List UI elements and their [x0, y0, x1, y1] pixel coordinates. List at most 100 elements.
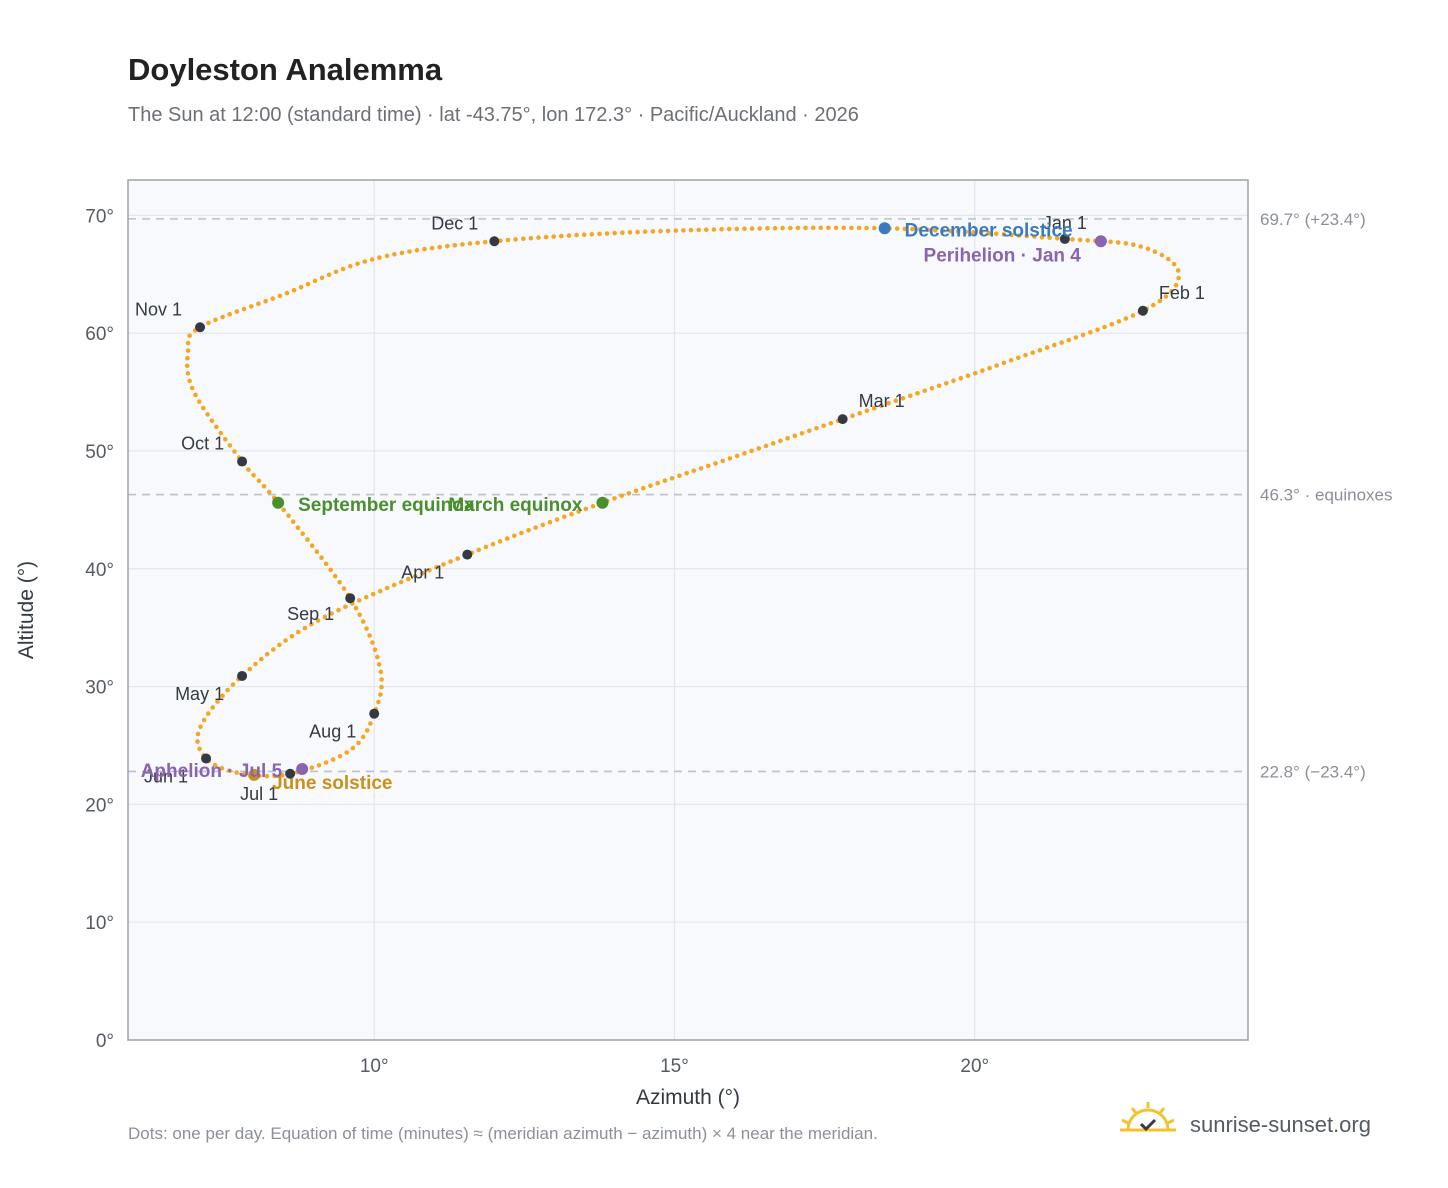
- day-dot: [483, 544, 489, 550]
- day-dot: [713, 461, 718, 466]
- day-dot: [378, 669, 384, 675]
- day-dot: [727, 456, 733, 461]
- day-dot: [370, 640, 375, 645]
- day-dot: [528, 235, 534, 241]
- day-dot: [665, 228, 671, 234]
- day-dot: [319, 275, 325, 281]
- day-dot: [348, 264, 353, 269]
- month-marker-label: Mar 1: [859, 391, 905, 411]
- day-dot: [414, 248, 420, 253]
- day-dot: [213, 317, 218, 323]
- month-marker-dot: [237, 456, 248, 467]
- day-dot: [673, 228, 679, 233]
- day-dot: [376, 699, 381, 705]
- day-dot: [261, 484, 267, 489]
- day-dot: [669, 476, 675, 481]
- y-tick-label: 40°: [85, 560, 114, 581]
- day-dot: [915, 391, 920, 396]
- day-dot: [281, 507, 287, 513]
- x-axis-label: Azimuth (°): [636, 1086, 740, 1109]
- day-dot: [227, 312, 232, 317]
- day-dot: [1157, 298, 1163, 304]
- day-dot: [1108, 239, 1113, 245]
- day-dot: [908, 393, 913, 399]
- day-dot: [864, 408, 870, 414]
- day-dot: [1171, 261, 1177, 267]
- day-dot: [872, 225, 877, 231]
- event-marker-label: December solstice: [905, 220, 1073, 241]
- day-dot: [332, 573, 338, 579]
- sun-check-icon: [1120, 1102, 1176, 1132]
- day-dot: [247, 666, 253, 672]
- day-dot: [856, 225, 862, 231]
- day-dot: [922, 388, 927, 394]
- day-dot: [662, 478, 668, 484]
- day-dot: [201, 717, 207, 723]
- day-dot: [971, 230, 976, 235]
- day-dot: [1166, 256, 1171, 262]
- day-dot: [448, 559, 453, 564]
- day-dot: [1102, 324, 1107, 330]
- day-dot: [1047, 235, 1052, 241]
- day-dot: [879, 403, 884, 409]
- day-dot: [706, 463, 711, 469]
- day-dot: [756, 446, 762, 451]
- y-axis-label: Altitude (°): [15, 561, 38, 659]
- day-dot: [1088, 330, 1093, 335]
- event-marker-label: September equinox: [298, 495, 475, 516]
- day-dot: [368, 721, 373, 726]
- day-dot: [336, 607, 341, 613]
- day-dot: [1085, 238, 1090, 243]
- day-dot: [248, 304, 254, 309]
- day-dot: [227, 768, 232, 773]
- day-dot: [455, 556, 461, 561]
- day-dot: [206, 320, 211, 326]
- day-dot: [886, 400, 891, 406]
- day-dot: [309, 543, 315, 548]
- day-dot: [726, 226, 732, 232]
- day-dot: [314, 549, 320, 554]
- day-dot: [187, 378, 192, 384]
- day-dot: [305, 537, 310, 542]
- month-marker-label: Jun 1: [144, 766, 188, 786]
- brand-logo[interactable]: sunrise-sunset.org: [1118, 1100, 1398, 1150]
- day-dot: [322, 614, 328, 620]
- day-dot: [1173, 282, 1179, 288]
- day-dot: [270, 296, 276, 301]
- day-dot: [566, 233, 572, 238]
- day-dot: [526, 528, 531, 533]
- day-dot: [398, 579, 404, 585]
- month-marker-label: Dec 1: [431, 213, 478, 233]
- day-dot: [948, 228, 953, 234]
- day-dot: [749, 448, 754, 454]
- day-dot: [963, 229, 969, 235]
- day-dot: [696, 227, 701, 233]
- day-dot: [792, 433, 798, 439]
- month-marker-dot: [489, 236, 500, 247]
- event-marker-label: Perihelion · Jan 4: [924, 245, 1082, 266]
- day-dot: [1169, 289, 1174, 294]
- day-dot: [212, 762, 218, 768]
- day-dot: [184, 363, 190, 369]
- day-dot: [201, 405, 206, 411]
- day-dot: [1115, 240, 1121, 245]
- day-dot: [540, 522, 546, 528]
- day-dot: [1044, 345, 1050, 350]
- day-dot: [429, 245, 435, 251]
- reference-label: 46.3° · equinoxes: [1260, 486, 1393, 505]
- day-dot: [391, 582, 397, 588]
- day-dot: [340, 266, 346, 272]
- day-dot: [323, 760, 329, 765]
- day-dot: [720, 458, 725, 464]
- day-dot: [283, 638, 288, 643]
- day-dot: [1163, 294, 1169, 299]
- day-dot: [185, 348, 191, 353]
- day-dot: [316, 763, 322, 768]
- day-dot: [1138, 244, 1143, 249]
- day-dot: [965, 373, 971, 379]
- x-tick-label: 15°: [660, 1056, 689, 1077]
- grid-lines: [128, 180, 1248, 1041]
- reference-lines: 69.7° (+23.4°) 46.3° · equinoxes 22.8° (−2…: [128, 210, 1393, 781]
- day-dot: [821, 423, 826, 429]
- month-marker-label: Jan 1: [1043, 213, 1087, 233]
